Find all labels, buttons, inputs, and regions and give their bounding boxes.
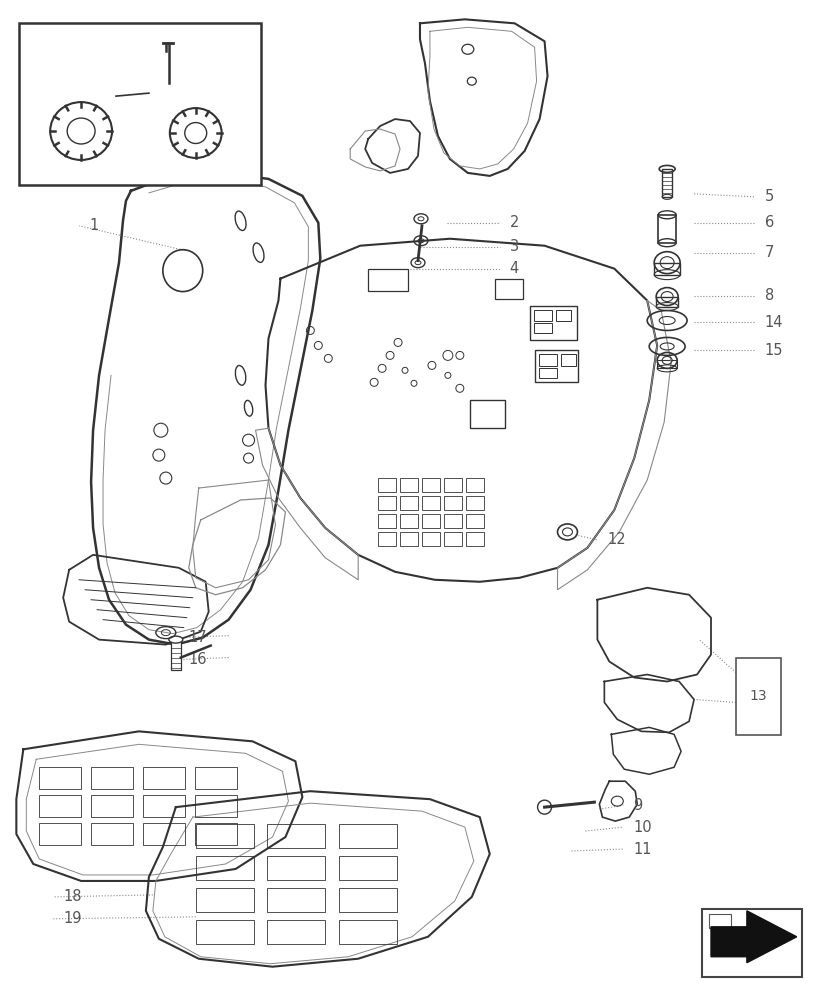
Bar xyxy=(534,350,578,382)
Bar xyxy=(378,496,395,510)
Bar xyxy=(143,767,184,789)
Bar xyxy=(267,920,325,944)
Bar xyxy=(533,323,551,333)
Bar xyxy=(422,478,439,492)
Text: 6: 6 xyxy=(764,215,773,230)
Bar xyxy=(735,658,780,735)
Bar xyxy=(443,496,461,510)
Text: 13: 13 xyxy=(748,689,767,703)
Bar xyxy=(701,909,801,977)
Bar xyxy=(657,360,676,368)
Bar xyxy=(708,914,730,928)
Bar xyxy=(267,824,325,848)
Text: 8: 8 xyxy=(764,288,773,303)
Bar xyxy=(494,279,522,299)
Bar xyxy=(195,888,253,912)
Text: 2: 2 xyxy=(509,215,519,230)
Bar xyxy=(339,888,397,912)
Bar xyxy=(170,640,180,670)
Bar xyxy=(39,767,81,789)
Bar xyxy=(194,823,237,845)
Bar xyxy=(194,795,237,817)
Bar xyxy=(538,368,556,378)
Bar xyxy=(422,532,439,546)
Bar xyxy=(399,478,418,492)
Bar xyxy=(339,920,397,944)
Text: 4: 4 xyxy=(509,261,519,276)
Bar xyxy=(443,514,461,528)
Bar xyxy=(662,169,672,197)
Bar xyxy=(378,514,395,528)
Ellipse shape xyxy=(169,636,183,643)
Polygon shape xyxy=(710,911,796,963)
Bar xyxy=(466,532,483,546)
Bar xyxy=(469,400,504,428)
Bar xyxy=(339,824,397,848)
Bar xyxy=(555,310,571,321)
Text: 17: 17 xyxy=(189,630,207,645)
Bar xyxy=(443,532,461,546)
Bar xyxy=(399,514,418,528)
Bar xyxy=(91,823,133,845)
Bar xyxy=(39,823,81,845)
Bar xyxy=(378,532,395,546)
Bar xyxy=(267,888,325,912)
Bar xyxy=(657,215,676,243)
Bar xyxy=(399,496,418,510)
Text: 3: 3 xyxy=(509,239,519,254)
Text: 1: 1 xyxy=(89,218,98,233)
Bar xyxy=(339,856,397,880)
Bar xyxy=(399,532,418,546)
Bar xyxy=(19,23,261,185)
Text: 11: 11 xyxy=(633,842,651,857)
Bar xyxy=(143,795,184,817)
Bar xyxy=(422,514,439,528)
Bar xyxy=(91,767,133,789)
Text: 12: 12 xyxy=(607,532,625,547)
Text: 15: 15 xyxy=(764,343,782,358)
Bar xyxy=(422,496,439,510)
Bar xyxy=(655,297,677,307)
Text: 7: 7 xyxy=(764,245,773,260)
Bar xyxy=(466,514,483,528)
Bar xyxy=(538,354,556,366)
Bar xyxy=(91,795,133,817)
Bar xyxy=(653,263,679,275)
Bar xyxy=(443,478,461,492)
Bar xyxy=(267,856,325,880)
Text: 5: 5 xyxy=(764,189,773,204)
Bar xyxy=(194,767,237,789)
Bar xyxy=(195,824,253,848)
Bar xyxy=(368,269,408,291)
Text: 16: 16 xyxy=(189,652,207,667)
Bar xyxy=(560,354,576,366)
Bar xyxy=(195,920,253,944)
Bar xyxy=(466,478,483,492)
Bar xyxy=(378,478,395,492)
Bar xyxy=(195,856,253,880)
Bar xyxy=(143,823,184,845)
Bar xyxy=(529,306,576,340)
Text: 9: 9 xyxy=(633,798,642,813)
Text: 10: 10 xyxy=(633,820,651,835)
Text: 14: 14 xyxy=(764,315,782,330)
Text: 19: 19 xyxy=(63,911,82,926)
Bar xyxy=(466,496,483,510)
Bar xyxy=(533,310,551,321)
Bar xyxy=(39,795,81,817)
Text: 18: 18 xyxy=(63,889,82,904)
